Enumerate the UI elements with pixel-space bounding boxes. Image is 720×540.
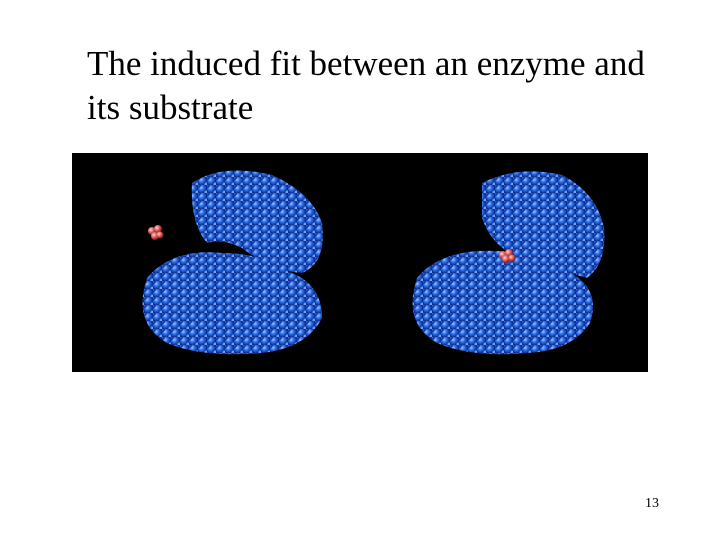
enzyme-figure <box>72 153 648 372</box>
slide-title: The induced fit between an enzyme and it… <box>87 44 645 127</box>
page-number: 13 <box>645 496 659 511</box>
